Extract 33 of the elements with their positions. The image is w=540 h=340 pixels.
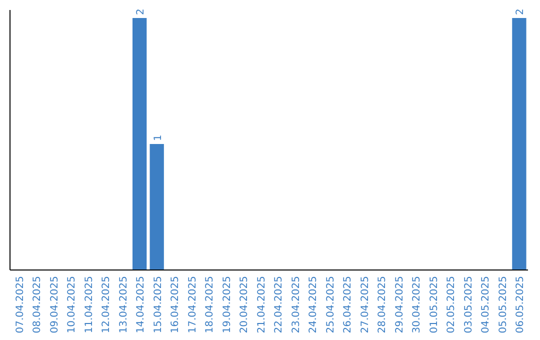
- x-tick-label: 23.04.2025: [290, 276, 302, 334]
- x-tick-label: 03.05.2025: [463, 276, 474, 334]
- x-tick-label: 26.04.2025: [342, 276, 354, 334]
- x-tick-label: 21.04.2025: [256, 276, 268, 334]
- x-tick-label: 14.04.2025: [136, 276, 147, 334]
- x-tick-label: 07.04.2025: [14, 276, 26, 334]
- x-tick-label: 17.04.2025: [187, 276, 198, 334]
- x-tick-label: 05.05.2025: [498, 276, 509, 334]
- x-tick-label: 12.04.2025: [101, 276, 112, 334]
- x-tick-label: 16.04.2025: [170, 276, 182, 334]
- x-tick-label: 29.04.2025: [394, 276, 406, 334]
- x-tick-label: 30.04.2025: [412, 276, 423, 334]
- data-label: 2: [136, 8, 147, 15]
- x-tick-label: 22.04.2025: [274, 276, 285, 334]
- x-tick-label: 18.04.2025: [204, 276, 216, 334]
- x-tick-label: 06.05.2025: [515, 276, 526, 334]
- x-tick-label: 09.04.2025: [49, 276, 60, 334]
- x-tick-label: 15.04.2025: [152, 276, 164, 334]
- x-tick-label: 08.04.2025: [32, 276, 44, 334]
- x-tick-label: 02.05.2025: [446, 276, 458, 334]
- x-tick-label: 10.04.2025: [66, 276, 78, 334]
- x-tick-label: 20.04.2025: [239, 276, 250, 334]
- x-tick-label: 13.04.2025: [118, 276, 130, 334]
- data-label: 1: [152, 134, 164, 141]
- data-label: 2: [515, 8, 526, 15]
- x-tick-label: 01.05.2025: [428, 276, 440, 334]
- x-tick-label: 24.04.2025: [308, 276, 320, 334]
- x-tick-label: 04.05.2025: [480, 276, 492, 334]
- x-tick-label: 19.04.2025: [222, 276, 233, 334]
- x-tick-label: 27.04.2025: [360, 276, 371, 334]
- x-tick-label: 28.04.2025: [377, 276, 388, 334]
- x-tick-label: 11.04.2025: [84, 276, 95, 334]
- x-tick-label: 25.04.2025: [325, 276, 336, 334]
